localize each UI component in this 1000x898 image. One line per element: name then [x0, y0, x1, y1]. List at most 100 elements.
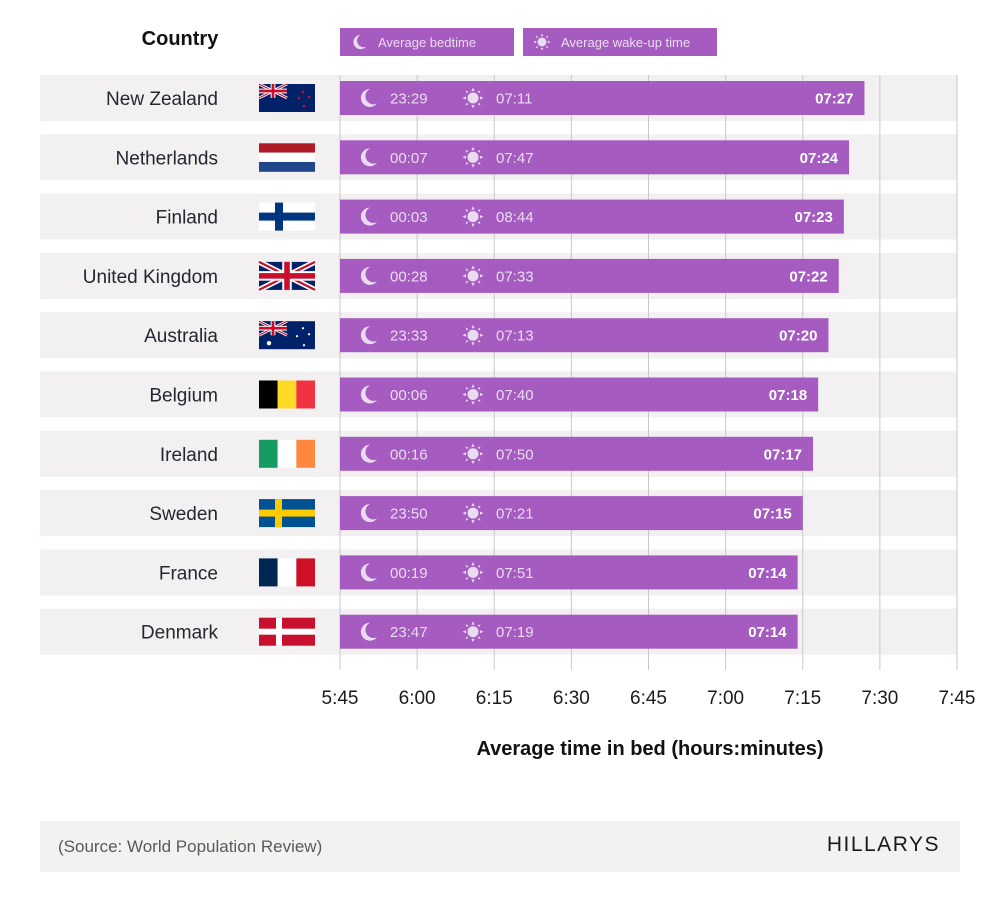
total-time-label: 07:27: [815, 91, 853, 108]
x-tick-label: 6:15: [476, 688, 513, 709]
bedtime-value: 00:06: [390, 387, 428, 404]
country-label: Belgium: [149, 386, 218, 407]
bar: [340, 258, 839, 293]
bedtime-value: 00:07: [390, 150, 428, 167]
moon-icon: [360, 207, 377, 226]
x-tick-label: 7:00: [707, 688, 744, 709]
bar: [340, 377, 819, 412]
table-row: United Kingdom 00:28 07:33 07:22: [83, 258, 839, 293]
total-time-label: 07:14: [748, 624, 787, 641]
total-time-label: 07:17: [764, 446, 802, 463]
bar: [340, 81, 865, 115]
flag-se-icon: [259, 499, 315, 528]
legend-wake-label: Average wake-up time: [561, 34, 691, 50]
total-time-label: 07:24: [800, 150, 839, 167]
flag-au-icon: [258, 319, 315, 350]
legend-bedtime-label: Average bedtime: [378, 34, 477, 50]
table-row: Netherlands 00:07 07:47 07:24: [116, 140, 850, 175]
x-tick-label: 7:30: [861, 688, 898, 709]
sun-icon: [462, 87, 484, 109]
country-label: Netherlands: [116, 148, 218, 169]
country-column-header: Country: [141, 28, 219, 50]
bedtime-value: 00:03: [390, 209, 428, 226]
bedtime-value: 00:16: [390, 446, 428, 463]
bar: [340, 614, 798, 649]
flag-fr-icon: [259, 558, 315, 587]
table-row: Finland 00:03 08:44 07:23: [156, 199, 844, 234]
moon-icon: [360, 563, 377, 582]
wake-time-value: 07:11: [496, 91, 532, 108]
wake-time-value: 07:50: [496, 446, 534, 463]
x-tick-label: 7:15: [784, 688, 821, 709]
country-label: Denmark: [141, 623, 219, 644]
moon-icon: [360, 266, 377, 285]
footer: (Source: World Population Review) HILLAR…: [40, 821, 960, 872]
x-tick-label: 6:00: [399, 688, 436, 709]
table-row: Australia 23:33 07:13 07:20: [144, 318, 829, 353]
moon-icon: [360, 148, 377, 167]
bedtime-value: 23:33: [390, 328, 428, 345]
bar: [340, 199, 844, 234]
country-label: Finland: [156, 208, 218, 229]
bar: [340, 436, 814, 471]
bedtime-value: 23:50: [390, 506, 428, 523]
country-label: New Zealand: [106, 89, 218, 110]
sun-icon: [462, 502, 484, 524]
wake-time-value: 07:33: [496, 268, 534, 285]
moon-icon: [360, 504, 377, 523]
flag-nz-icon: [258, 82, 315, 112]
country-label: France: [159, 563, 218, 584]
moon-icon: [360, 622, 377, 641]
flag-be-icon: [259, 380, 315, 409]
total-time-label: 07:15: [753, 506, 791, 523]
moon-icon: [360, 385, 377, 404]
chart-canvas: 5:45 6:00 6:15 6:30 6:45 7:00 7:15 7:30 7:45 New …: [40, 75, 976, 709]
moon-icon: [360, 326, 377, 345]
bar: [340, 496, 803, 531]
country-label: United Kingdom: [83, 267, 218, 288]
bar: [340, 555, 798, 590]
x-tick-label: 7:45: [939, 688, 976, 709]
source-note: (Source: World Population Review): [58, 837, 323, 856]
table-row: Sweden 23:50 07:21 07:15: [149, 496, 803, 531]
total-time-label: 07:23: [795, 209, 833, 226]
sun-icon: [462, 265, 484, 287]
bedtime-value: 00:19: [390, 565, 428, 582]
bar: [340, 140, 850, 175]
bedtime-value: 23:29: [390, 91, 428, 108]
x-tick-label: 6:45: [630, 688, 667, 709]
x-tick-label: 5:45: [322, 688, 359, 709]
moon-icon: [360, 88, 377, 107]
bedtime-value: 00:28: [390, 268, 428, 285]
legend-wake: Average wake-up time: [523, 28, 717, 56]
country-label: Australia: [144, 326, 218, 347]
wake-time-value: 07:19: [496, 624, 534, 641]
flag-nl-icon: [259, 143, 315, 172]
wake-time-value: 07:40: [496, 387, 534, 404]
wake-time-value: 07:13: [496, 328, 534, 345]
wake-time-value: 07:47: [496, 150, 534, 167]
legend-bedtime: Average bedtime: [340, 28, 514, 56]
flag-gb-icon: [257, 259, 317, 293]
wake-time-value: 07:51: [496, 565, 534, 582]
brand-logo: HILLARYS: [826, 833, 940, 856]
moon-icon: [353, 34, 367, 50]
wake-time-value: 08:44: [496, 209, 534, 226]
bedtime-value: 23:47: [390, 624, 428, 641]
flag-fi-icon: [259, 202, 315, 231]
sun-icon: [462, 561, 484, 583]
wake-time-value: 07:21: [496, 506, 534, 523]
sun-icon: [462, 384, 484, 405]
table-row: France 00:19 07:51 07:14: [159, 555, 798, 590]
flag-dk-icon: [259, 617, 315, 646]
country-label: Ireland: [160, 445, 218, 466]
sun-icon: [533, 33, 551, 51]
total-time-label: 07:14: [748, 565, 787, 582]
table-row: Ireland 00:16 07:50 07:17: [160, 436, 814, 471]
table-row: New Zealand 23:29 07:11 07:27: [106, 81, 865, 115]
flag-ie-icon: [259, 439, 315, 468]
sun-icon: [462, 621, 484, 643]
sun-icon: [462, 324, 484, 346]
moon-icon: [360, 444, 377, 463]
sun-icon: [462, 443, 484, 465]
